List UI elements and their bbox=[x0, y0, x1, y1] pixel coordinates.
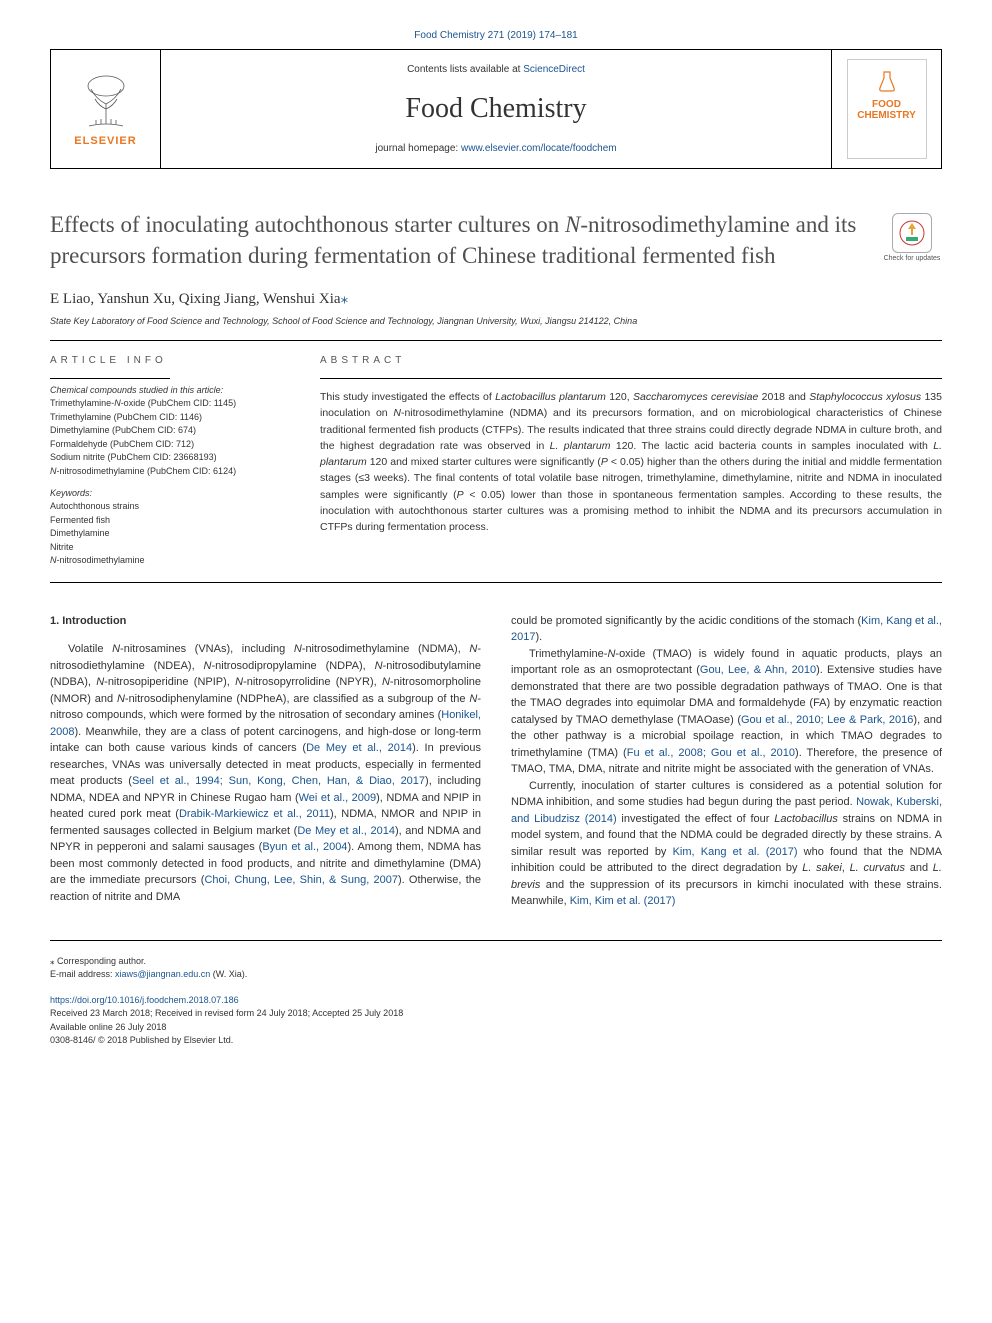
cite-kimkang2[interactable]: Kim, Kang et al. (2017) bbox=[673, 846, 798, 858]
masthead: ELSEVIER Contents lists available at Sci… bbox=[50, 49, 942, 169]
page: Food Chemistry 271 (2019) 174–181 ELSEVI… bbox=[0, 0, 992, 1088]
journal-cover: FOOD CHEMISTRY bbox=[847, 59, 927, 159]
corresponding-marker[interactable]: ⁎ bbox=[341, 291, 349, 307]
title-part1: Effects of inoculating autochthonous sta… bbox=[50, 212, 565, 237]
cite-kimkim[interactable]: Kim, Kim et al. (2017) bbox=[570, 895, 676, 907]
cover-text: FOOD CHEMISTRY bbox=[857, 99, 916, 121]
info-abstract-row: ARTICLE INFO Chemical compounds studied … bbox=[50, 355, 942, 568]
cite-fu[interactable]: Fu et al., 2008; Gou et al., 2010 bbox=[627, 747, 795, 759]
divider-top bbox=[50, 340, 942, 341]
cite-choi[interactable]: Choi, Chung, Lee, Shin, & Sung, 2007 bbox=[204, 874, 398, 886]
cite-wei[interactable]: Wei et al., 2009 bbox=[299, 792, 377, 804]
divider-mid bbox=[50, 582, 942, 583]
keyword-1: Fermented fish bbox=[50, 514, 290, 528]
cite-seel[interactable]: Seel et al., 1994; Sun, Kong, Chen, Han,… bbox=[132, 775, 425, 787]
cite-drabik[interactable]: Drabik-Markiewicz et al., 2011 bbox=[179, 808, 330, 820]
body-para-1: Volatile N-nitrosamines (VNAs), includin… bbox=[50, 641, 481, 905]
corresponding-author: ⁎ Corresponding author. bbox=[50, 955, 942, 969]
authors: E Liao, Yanshun Xu, Qixing Jiang, Wenshu… bbox=[50, 289, 942, 308]
author-list: E Liao, Yanshun Xu, Qixing Jiang, Wenshu… bbox=[50, 291, 341, 307]
sciencedirect-link[interactable]: ScienceDirect bbox=[523, 64, 585, 75]
publisher-logo-box: ELSEVIER bbox=[51, 50, 161, 168]
check-updates-label: Check for updates bbox=[884, 255, 941, 262]
info-divider bbox=[50, 378, 170, 379]
elsevier-label: ELSEVIER bbox=[74, 135, 136, 147]
homepage-prefix: journal homepage: bbox=[375, 143, 461, 154]
journal-cover-box: FOOD CHEMISTRY bbox=[831, 50, 941, 168]
received-line: Received 23 March 2018; Received in revi… bbox=[50, 1007, 942, 1021]
check-updates-badge[interactable]: Check for updates bbox=[882, 213, 942, 262]
elsevier-tree-icon bbox=[66, 71, 146, 131]
available-line: Available online 26 July 2018 bbox=[50, 1021, 942, 1035]
article-info: ARTICLE INFO Chemical compounds studied … bbox=[50, 355, 290, 568]
compound-1: Trimethylamine (PubChem CID: 1146) bbox=[50, 411, 290, 425]
keyword-4: N-nitrosodimethylamine bbox=[50, 554, 290, 568]
keyword-3: Nitrite bbox=[50, 541, 290, 555]
keywords-block: Keywords: Autochthonous strains Fermente… bbox=[50, 488, 290, 568]
compound-4: Sodium nitrite (PubChem CID: 23668193) bbox=[50, 451, 290, 465]
affiliation: State Key Laboratory of Food Science and… bbox=[50, 316, 942, 326]
body-para-3: Currently, inoculation of starter cultur… bbox=[511, 778, 942, 910]
email-suffix: (W. Xia). bbox=[210, 969, 247, 979]
doi-line: https://doi.org/10.1016/j.foodchem.2018.… bbox=[50, 994, 942, 1008]
cover-flask-icon bbox=[877, 70, 897, 97]
email-link[interactable]: xiaws@jiangnan.edu.cn bbox=[115, 969, 210, 979]
journal-homepage: journal homepage: www.elsevier.com/locat… bbox=[375, 143, 616, 154]
cover-text-2: CHEMISTRY bbox=[857, 110, 916, 121]
abstract-text: This study investigated the effects of L… bbox=[320, 389, 942, 535]
journal-info-link[interactable]: Food Chemistry 271 (2019) 174–181 bbox=[414, 30, 577, 41]
homepage-link[interactable]: www.elsevier.com/locate/foodchem bbox=[461, 143, 617, 154]
cite-byun[interactable]: Byun et al., 2004 bbox=[262, 841, 347, 853]
body-para-1-cont: could be promoted significantly by the a… bbox=[511, 613, 942, 646]
compound-3: Formaldehyde (PubChem CID: 712) bbox=[50, 438, 290, 452]
email-line: E-mail address: xiaws@jiangnan.edu.cn (W… bbox=[50, 968, 942, 982]
copyright-line: 0308-8146/ © 2018 Published by Elsevier … bbox=[50, 1034, 942, 1048]
keyword-2: Dimethylamine bbox=[50, 527, 290, 541]
title-italic1: N bbox=[565, 212, 580, 237]
body-column-left: 1. Introduction Volatile N-nitrosamines … bbox=[50, 613, 481, 910]
compounds-title: Chemical compounds studied in this artic… bbox=[50, 385, 290, 395]
keywords-title: Keywords: bbox=[50, 488, 290, 498]
journal-title: Food Chemistry bbox=[405, 93, 586, 125]
compound-2: Dimethylamine (PubChem CID: 674) bbox=[50, 424, 290, 438]
cite-demey[interactable]: De Mey et al., 2014 bbox=[306, 742, 412, 754]
check-updates-icon bbox=[892, 213, 932, 253]
abstract: ABSTRACT This study investigated the eff… bbox=[320, 355, 942, 568]
article-info-label: ARTICLE INFO bbox=[50, 355, 290, 366]
cite-demey2[interactable]: De Mey et al., 2014 bbox=[297, 825, 395, 837]
section-heading-1: 1. Introduction bbox=[50, 613, 481, 630]
compound-0: Trimethylamine-N-oxide (PubChem CID: 114… bbox=[50, 397, 290, 411]
masthead-center: Contents lists available at ScienceDirec… bbox=[161, 50, 831, 168]
cover-text-1: FOOD bbox=[857, 99, 916, 110]
contents-lists-prefix: Contents lists available at bbox=[407, 64, 523, 75]
compound-5: N-nitrosodimethylamine (PubChem CID: 612… bbox=[50, 465, 290, 479]
journal-info-top[interactable]: Food Chemistry 271 (2019) 174–181 bbox=[50, 30, 942, 41]
cite-gou2[interactable]: Gou et al., 2010; Lee & Park, 2016 bbox=[741, 714, 913, 726]
contents-lists: Contents lists available at ScienceDirec… bbox=[407, 64, 585, 75]
body-columns: 1. Introduction Volatile N-nitrosamines … bbox=[50, 613, 942, 910]
cite-gou[interactable]: Gou, Lee, & Ahn, 2010 bbox=[700, 664, 816, 676]
abstract-label: ABSTRACT bbox=[320, 355, 942, 366]
body-column-right: could be promoted significantly by the a… bbox=[511, 613, 942, 910]
body-para-2: Trimethylamine-N-oxide (TMAO) is widely … bbox=[511, 646, 942, 778]
keyword-0: Autochthonous strains bbox=[50, 500, 290, 514]
abstract-divider bbox=[320, 378, 942, 379]
article-header: Check for updates Effects of inoculating… bbox=[50, 209, 942, 326]
article-title: Effects of inoculating autochthonous sta… bbox=[50, 209, 942, 271]
doi-link[interactable]: https://doi.org/10.1016/j.foodchem.2018.… bbox=[50, 995, 239, 1005]
email-label: E-mail address: bbox=[50, 969, 115, 979]
footer: ⁎ Corresponding author. E-mail address: … bbox=[50, 940, 942, 1048]
